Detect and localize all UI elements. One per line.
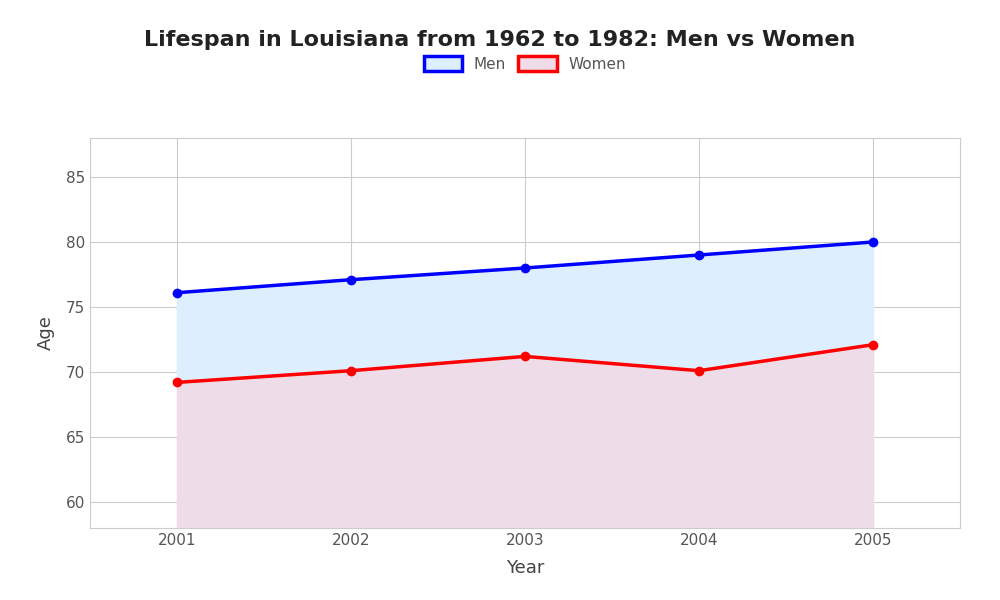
Y-axis label: Age: Age <box>37 316 55 350</box>
Legend: Men, Women: Men, Women <box>416 48 634 79</box>
X-axis label: Year: Year <box>506 559 544 577</box>
Text: Lifespan in Louisiana from 1962 to 1982: Men vs Women: Lifespan in Louisiana from 1962 to 1982:… <box>144 30 856 50</box>
